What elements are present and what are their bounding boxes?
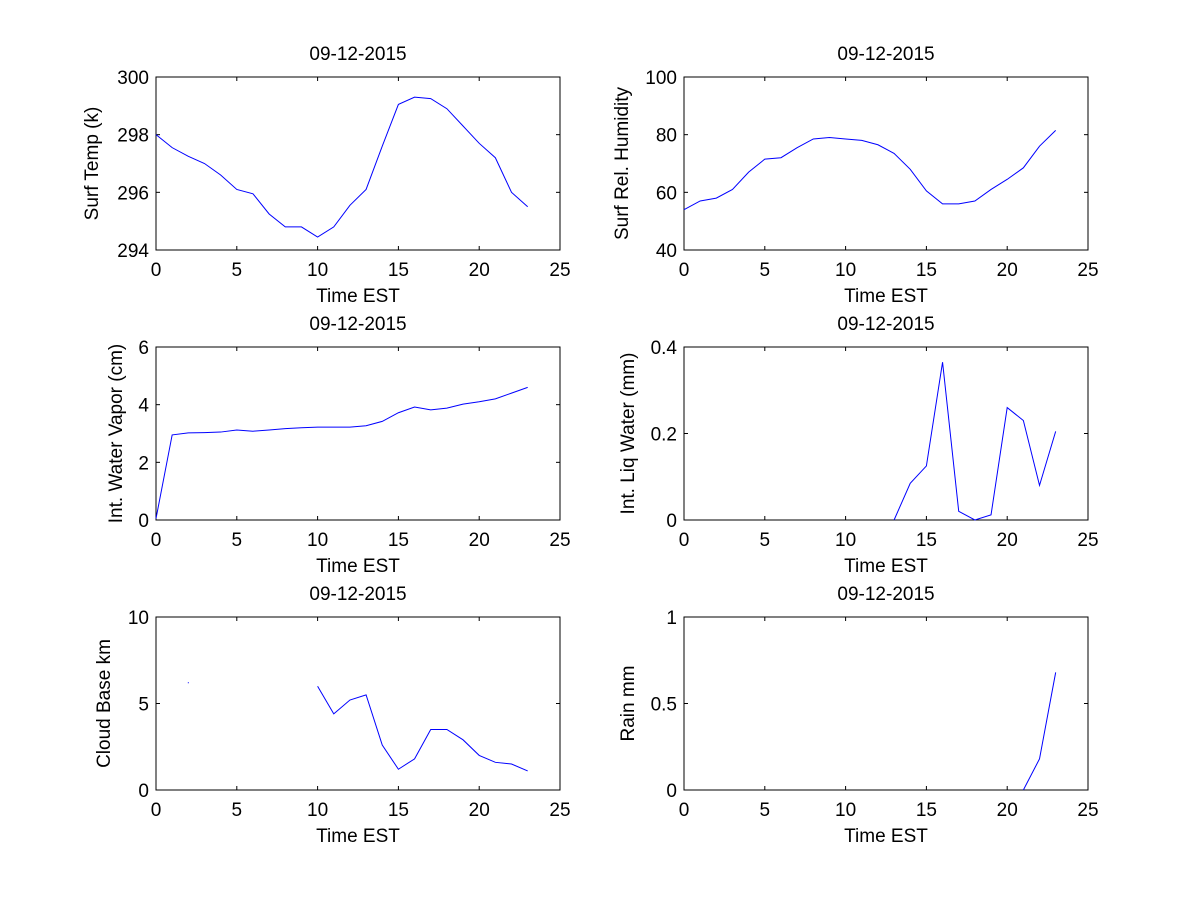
y-tick-label: 296 (117, 183, 149, 204)
x-tick-label: 10 (835, 800, 856, 821)
x-tick-label: 5 (760, 260, 771, 281)
y-tick-label: 10 (128, 608, 149, 629)
y-axis-label: Cloud Base km (94, 639, 115, 768)
x-tick-label: 15 (388, 530, 409, 551)
chart-title: 09-12-2015 (309, 584, 406, 605)
y-tick-label: 2 (138, 453, 149, 474)
x-tick-label: 5 (232, 260, 243, 281)
y-axis-label: Int. Water Vapor (cm) (106, 344, 127, 523)
x-tick-label: 20 (469, 530, 490, 551)
chart-title: 09-12-2015 (837, 44, 934, 65)
subplot-int-water-vapor: 0 5 10 15 20 25 0 2 4 6 09-12-2015 Time EST Int. … (106, 314, 571, 577)
y-axis-label: Int. Liq Water (mm) (618, 353, 639, 515)
y-axis-label: Surf Rel. Humidity (612, 86, 633, 240)
x-tick-label: 20 (469, 800, 490, 821)
x-tick-label: 25 (549, 800, 570, 821)
y-tick-label: 298 (117, 126, 149, 147)
x-tick-label: 10 (307, 530, 328, 551)
y-tick-label: 5 (138, 695, 149, 716)
x-axis-label: Time EST (844, 556, 928, 577)
subplot-int-liq-water: 0 5 10 15 20 25 0 0.2 0.4 09-12-2015 Time EST In… (618, 314, 1099, 577)
y-axis-label: Rain mm (618, 665, 639, 741)
x-tick-label: 0 (679, 530, 690, 551)
y-tick-label: 40 (656, 241, 677, 262)
y-tick-label: 0 (666, 781, 677, 802)
x-tick-label: 5 (760, 800, 771, 821)
y-axis-label: Surf Temp (k) (82, 107, 103, 221)
chart-title: 09-12-2015 (309, 44, 406, 65)
x-tick-label: 0 (151, 530, 162, 551)
y-tick-label: 4 (138, 396, 149, 417)
x-tick-label: 15 (916, 530, 937, 551)
x-tick-label: 20 (997, 260, 1018, 281)
x-tick-label: 25 (1077, 530, 1098, 551)
x-tick-label: 25 (549, 260, 570, 281)
series-line (317, 685, 528, 772)
x-tick-label: 20 (997, 800, 1018, 821)
chart-title: 09-12-2015 (837, 314, 934, 335)
y-tick-label: 0 (666, 511, 677, 532)
y-tick-label: 294 (117, 241, 149, 262)
subplot-rain: 0 5 10 15 20 25 0 0.5 1 09-12-2015 Time EST Rain… (618, 584, 1099, 847)
plot-frame (683, 616, 1089, 791)
x-tick-label: 25 (1077, 260, 1098, 281)
chart-title: 09-12-2015 (837, 584, 934, 605)
x-tick-label: 15 (916, 260, 937, 281)
x-tick-label: 25 (1077, 800, 1098, 821)
series-line (1022, 672, 1057, 791)
x-axis-label: Time EST (844, 826, 928, 847)
plot-frame (155, 616, 561, 791)
series-line (155, 96, 529, 238)
x-tick-label: 15 (916, 800, 937, 821)
series-line (893, 362, 1057, 521)
y-tick-label: 0.2 (651, 425, 677, 446)
series-line (683, 129, 1057, 211)
x-tick-label: 25 (549, 530, 570, 551)
y-tick-label: 0.5 (651, 695, 677, 716)
y-tick-label: 0.4 (651, 338, 678, 359)
x-tick-label: 5 (760, 530, 771, 551)
y-tick-label: 0 (138, 511, 149, 532)
y-tick-label: 1 (666, 608, 677, 629)
subplot-cloud-base: 0 5 10 15 20 25 0 5 10 09-12-2015 Time EST Cloud… (94, 584, 571, 847)
x-tick-label: 10 (835, 260, 856, 281)
x-tick-label: 15 (388, 800, 409, 821)
plot-frame (155, 346, 561, 521)
y-tick-label: 80 (656, 126, 677, 147)
x-tick-label: 5 (232, 800, 243, 821)
x-axis-label: Time EST (316, 556, 400, 577)
x-tick-label: 0 (151, 800, 162, 821)
x-axis-label: Time EST (844, 286, 928, 307)
series-line (155, 386, 528, 519)
x-tick-label: 10 (835, 530, 856, 551)
x-tick-label: 0 (679, 260, 690, 281)
y-tick-label: 100 (645, 68, 677, 89)
y-tick-label: 6 (138, 338, 149, 359)
y-tick-label: 0 (138, 781, 149, 802)
x-tick-label: 0 (151, 260, 162, 281)
plot-frame (683, 76, 1089, 251)
x-tick-label: 10 (307, 800, 328, 821)
plot-frame (683, 346, 1089, 521)
x-tick-label: 0 (679, 800, 690, 821)
x-tick-label: 15 (388, 260, 409, 281)
y-tick-label: 300 (117, 68, 149, 89)
plot-frame (155, 76, 561, 251)
x-axis-label: Time EST (316, 286, 400, 307)
chart-title: 09-12-2015 (309, 314, 406, 335)
x-tick-label: 20 (469, 260, 490, 281)
x-tick-label: 10 (307, 260, 328, 281)
x-axis-label: Time EST (316, 826, 400, 847)
y-tick-label: 60 (656, 183, 677, 204)
x-tick-label: 5 (232, 530, 243, 551)
x-tick-label: 20 (997, 530, 1018, 551)
subplot-surf-temp: 0 5 10 15 20 25 294 296 298 300 09-12-2015 Time E… (82, 44, 571, 307)
